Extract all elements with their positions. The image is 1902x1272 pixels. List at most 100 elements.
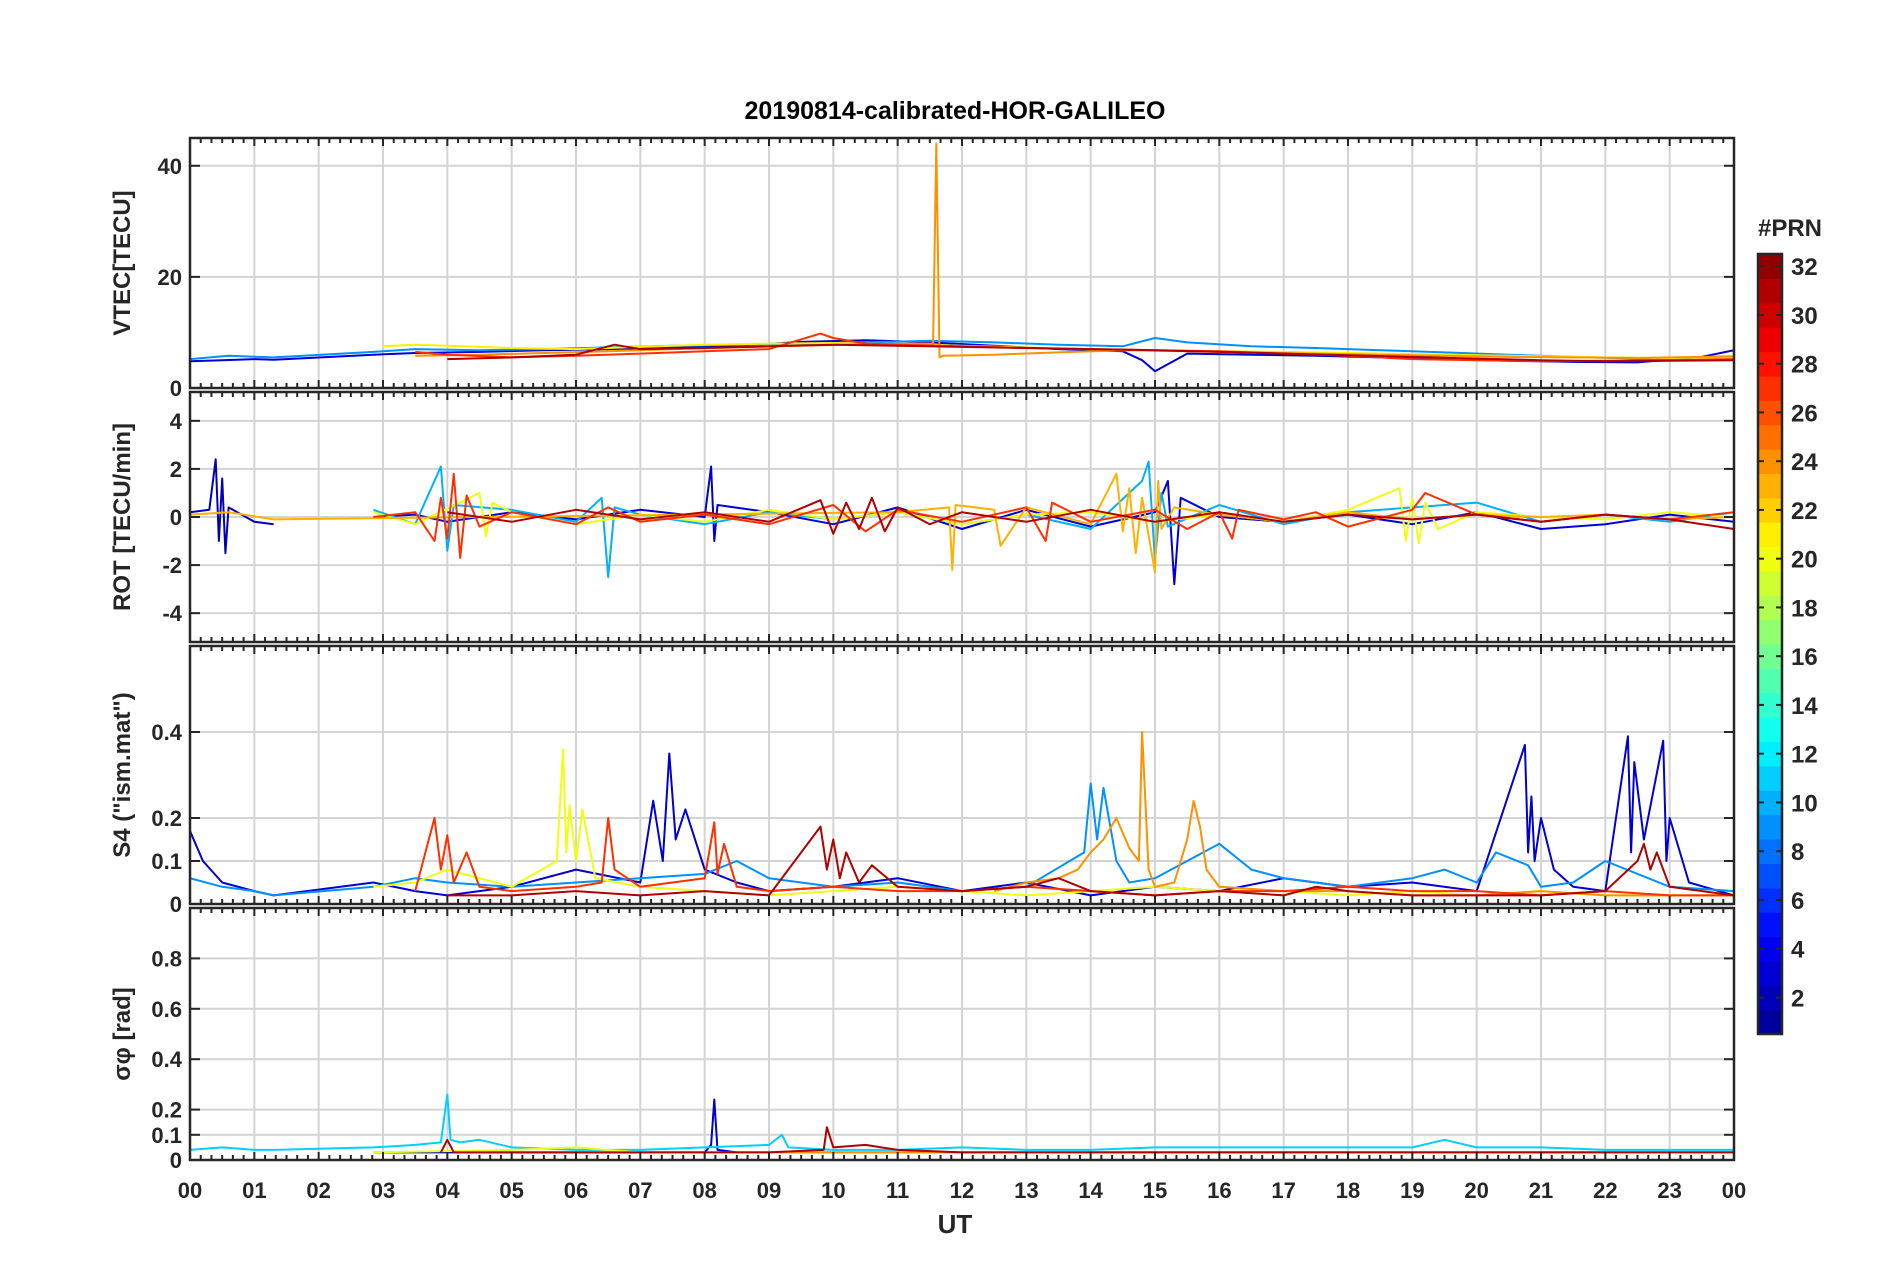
x-tick-labels: 00 01 02 03 04 05 06 07 08 09 10 11 12 13 14 15 16 17 18 19…: [178, 1178, 1746, 1203]
colorbar-tick-label: 24: [1791, 449, 1818, 476]
series-group: [190, 731, 1734, 897]
series-line-prn-31: [447, 496, 1734, 535]
y-tick-label: 0.1: [151, 849, 182, 874]
colorbar-frame: [1756, 252, 1784, 1036]
y-tick-label: 20: [158, 265, 182, 290]
x-tick-label: 03: [371, 1178, 395, 1203]
colorbar-tick-label: 8: [1791, 839, 1804, 866]
y-axis-label: σφ [rad]: [109, 987, 136, 1081]
chart-title: 20190814-calibrated-HOR-GALILEO: [745, 97, 1166, 125]
series-group: [190, 458, 1734, 586]
x-tick-label: 21: [1529, 1178, 1553, 1203]
x-tick-label: 20: [1464, 1178, 1488, 1203]
y-tick-label: 0.2: [151, 1098, 182, 1123]
x-ticks: [189, 646, 1735, 904]
axes-box: [188, 390, 1736, 644]
series-line-prn-11: [190, 1093, 1734, 1151]
colorbar-segment: [1758, 619, 1782, 645]
series-line-prn-27: [414, 817, 1734, 897]
grid: [190, 392, 1734, 642]
colorbar-tick-label: 6: [1791, 888, 1804, 915]
x-tick-label: 09: [757, 1178, 781, 1203]
series-line-prn-2: [190, 458, 274, 555]
y-tick-label: 0: [170, 376, 182, 401]
panel-vtec: 0 20 40 VTEC[TECU]: [109, 136, 1736, 401]
y-tick-label: 0: [170, 505, 182, 530]
colorbar-tick-label: 28: [1791, 352, 1818, 379]
x-tick-label: 01: [242, 1178, 266, 1203]
y-tick-label: 0: [170, 1148, 182, 1173]
colorbar-segment: [1758, 863, 1782, 889]
series-line-prn-27: [373, 472, 1734, 559]
x-tick-label: 18: [1336, 1178, 1360, 1203]
colorbar-segment: [1758, 765, 1782, 791]
series-line-prn-20: [373, 748, 1734, 897]
y-tick-label: 40: [158, 154, 182, 179]
y-tick-label: 0.6: [151, 997, 182, 1022]
colorbar-tick-label: 20: [1791, 547, 1818, 574]
x-tick-label: 06: [564, 1178, 588, 1203]
y-ticks: -4 -2 0 2 4: [162, 409, 1734, 626]
y-tick-label: 0.4: [151, 720, 182, 745]
y-tick-label: 0.8: [151, 946, 182, 971]
y-ticks: 0 20 40: [158, 154, 1734, 401]
axes-box: [188, 644, 1736, 906]
colorbar-tick-label: 32: [1791, 254, 1818, 281]
y-tick-label: 0.2: [151, 806, 182, 831]
colorbar-segment: [1758, 424, 1782, 450]
colorbar-tick-label: 10: [1791, 790, 1818, 817]
colorbar-segment: [1758, 327, 1782, 353]
axes-box: [188, 136, 1736, 390]
series-line-prn-20: [373, 487, 1734, 545]
y-tick-label: -2: [162, 553, 182, 578]
panel-sigma_phi: 00.10.2 0.4 0.6 0.8 σφ [rad]: [109, 906, 1736, 1173]
x-tick-label: 05: [499, 1178, 523, 1203]
x-tick-label: 11: [886, 1178, 909, 1203]
y-tick-label: 4: [170, 409, 183, 434]
colorbar-tick-label: 30: [1791, 303, 1818, 330]
x-tick-label: 12: [950, 1178, 974, 1203]
axes-box: [188, 906, 1736, 1162]
colorbar-segment: [1758, 1009, 1782, 1035]
colorbar-tick-label: 16: [1791, 644, 1818, 671]
x-tick-label: 00: [1722, 1178, 1746, 1203]
series-line-prn-31: [440, 1126, 1734, 1154]
colorbar-segment: [1758, 278, 1782, 304]
x-tick-label: 23: [1657, 1178, 1681, 1203]
y-tick-label: 0.4: [151, 1047, 182, 1072]
series-group: [190, 142, 1734, 373]
series-line-prn-31: [447, 343, 1734, 363]
y-axis-label: S4 ("ism.mat"): [109, 692, 136, 857]
x-tick-label: 22: [1593, 1178, 1617, 1203]
colorbar-segment: [1758, 570, 1782, 596]
colorbar-tick-label: 22: [1791, 498, 1818, 525]
x-tick-label: 08: [692, 1178, 716, 1203]
colorbar-tick-label: 2: [1791, 985, 1804, 1012]
series-line-prn-9: [190, 782, 1734, 897]
panel-s4: 0 0.1 0.2 0.4 S4 ("ism.mat"): [109, 644, 1736, 917]
y-tick-label: 0: [170, 892, 182, 917]
y-tick-label: 2: [170, 457, 182, 482]
colorbar-tick-label: 18: [1791, 595, 1818, 622]
y-tick-label: 0.1: [151, 1123, 182, 1148]
colorbar-tick-label: 14: [1791, 693, 1818, 720]
x-tick-label: 00: [178, 1178, 202, 1203]
x-tick-label: 10: [821, 1178, 845, 1203]
x-tick-label: 15: [1143, 1178, 1167, 1203]
colorbar-tick-label: 4: [1791, 937, 1805, 964]
x-axis-label: UT: [938, 1209, 973, 1239]
colorbar-segment: [1758, 814, 1782, 840]
panel-rot: -4 -2 0 2 4 ROT [TECU/min]: [109, 390, 1736, 644]
colorbar-segment: [1758, 473, 1782, 499]
colorbar-segment: [1758, 375, 1782, 401]
y-ticks: 0 0.1 0.2 0.4: [151, 720, 1734, 917]
colorbar-segment: [1758, 668, 1782, 694]
colorbar-tick-label: 26: [1791, 400, 1818, 427]
colorbar-segment: [1758, 522, 1782, 548]
x-tick-label: 19: [1400, 1178, 1424, 1203]
colorbar-tick-label: 12: [1791, 742, 1818, 769]
colorbar-title: #PRN: [1758, 215, 1822, 242]
